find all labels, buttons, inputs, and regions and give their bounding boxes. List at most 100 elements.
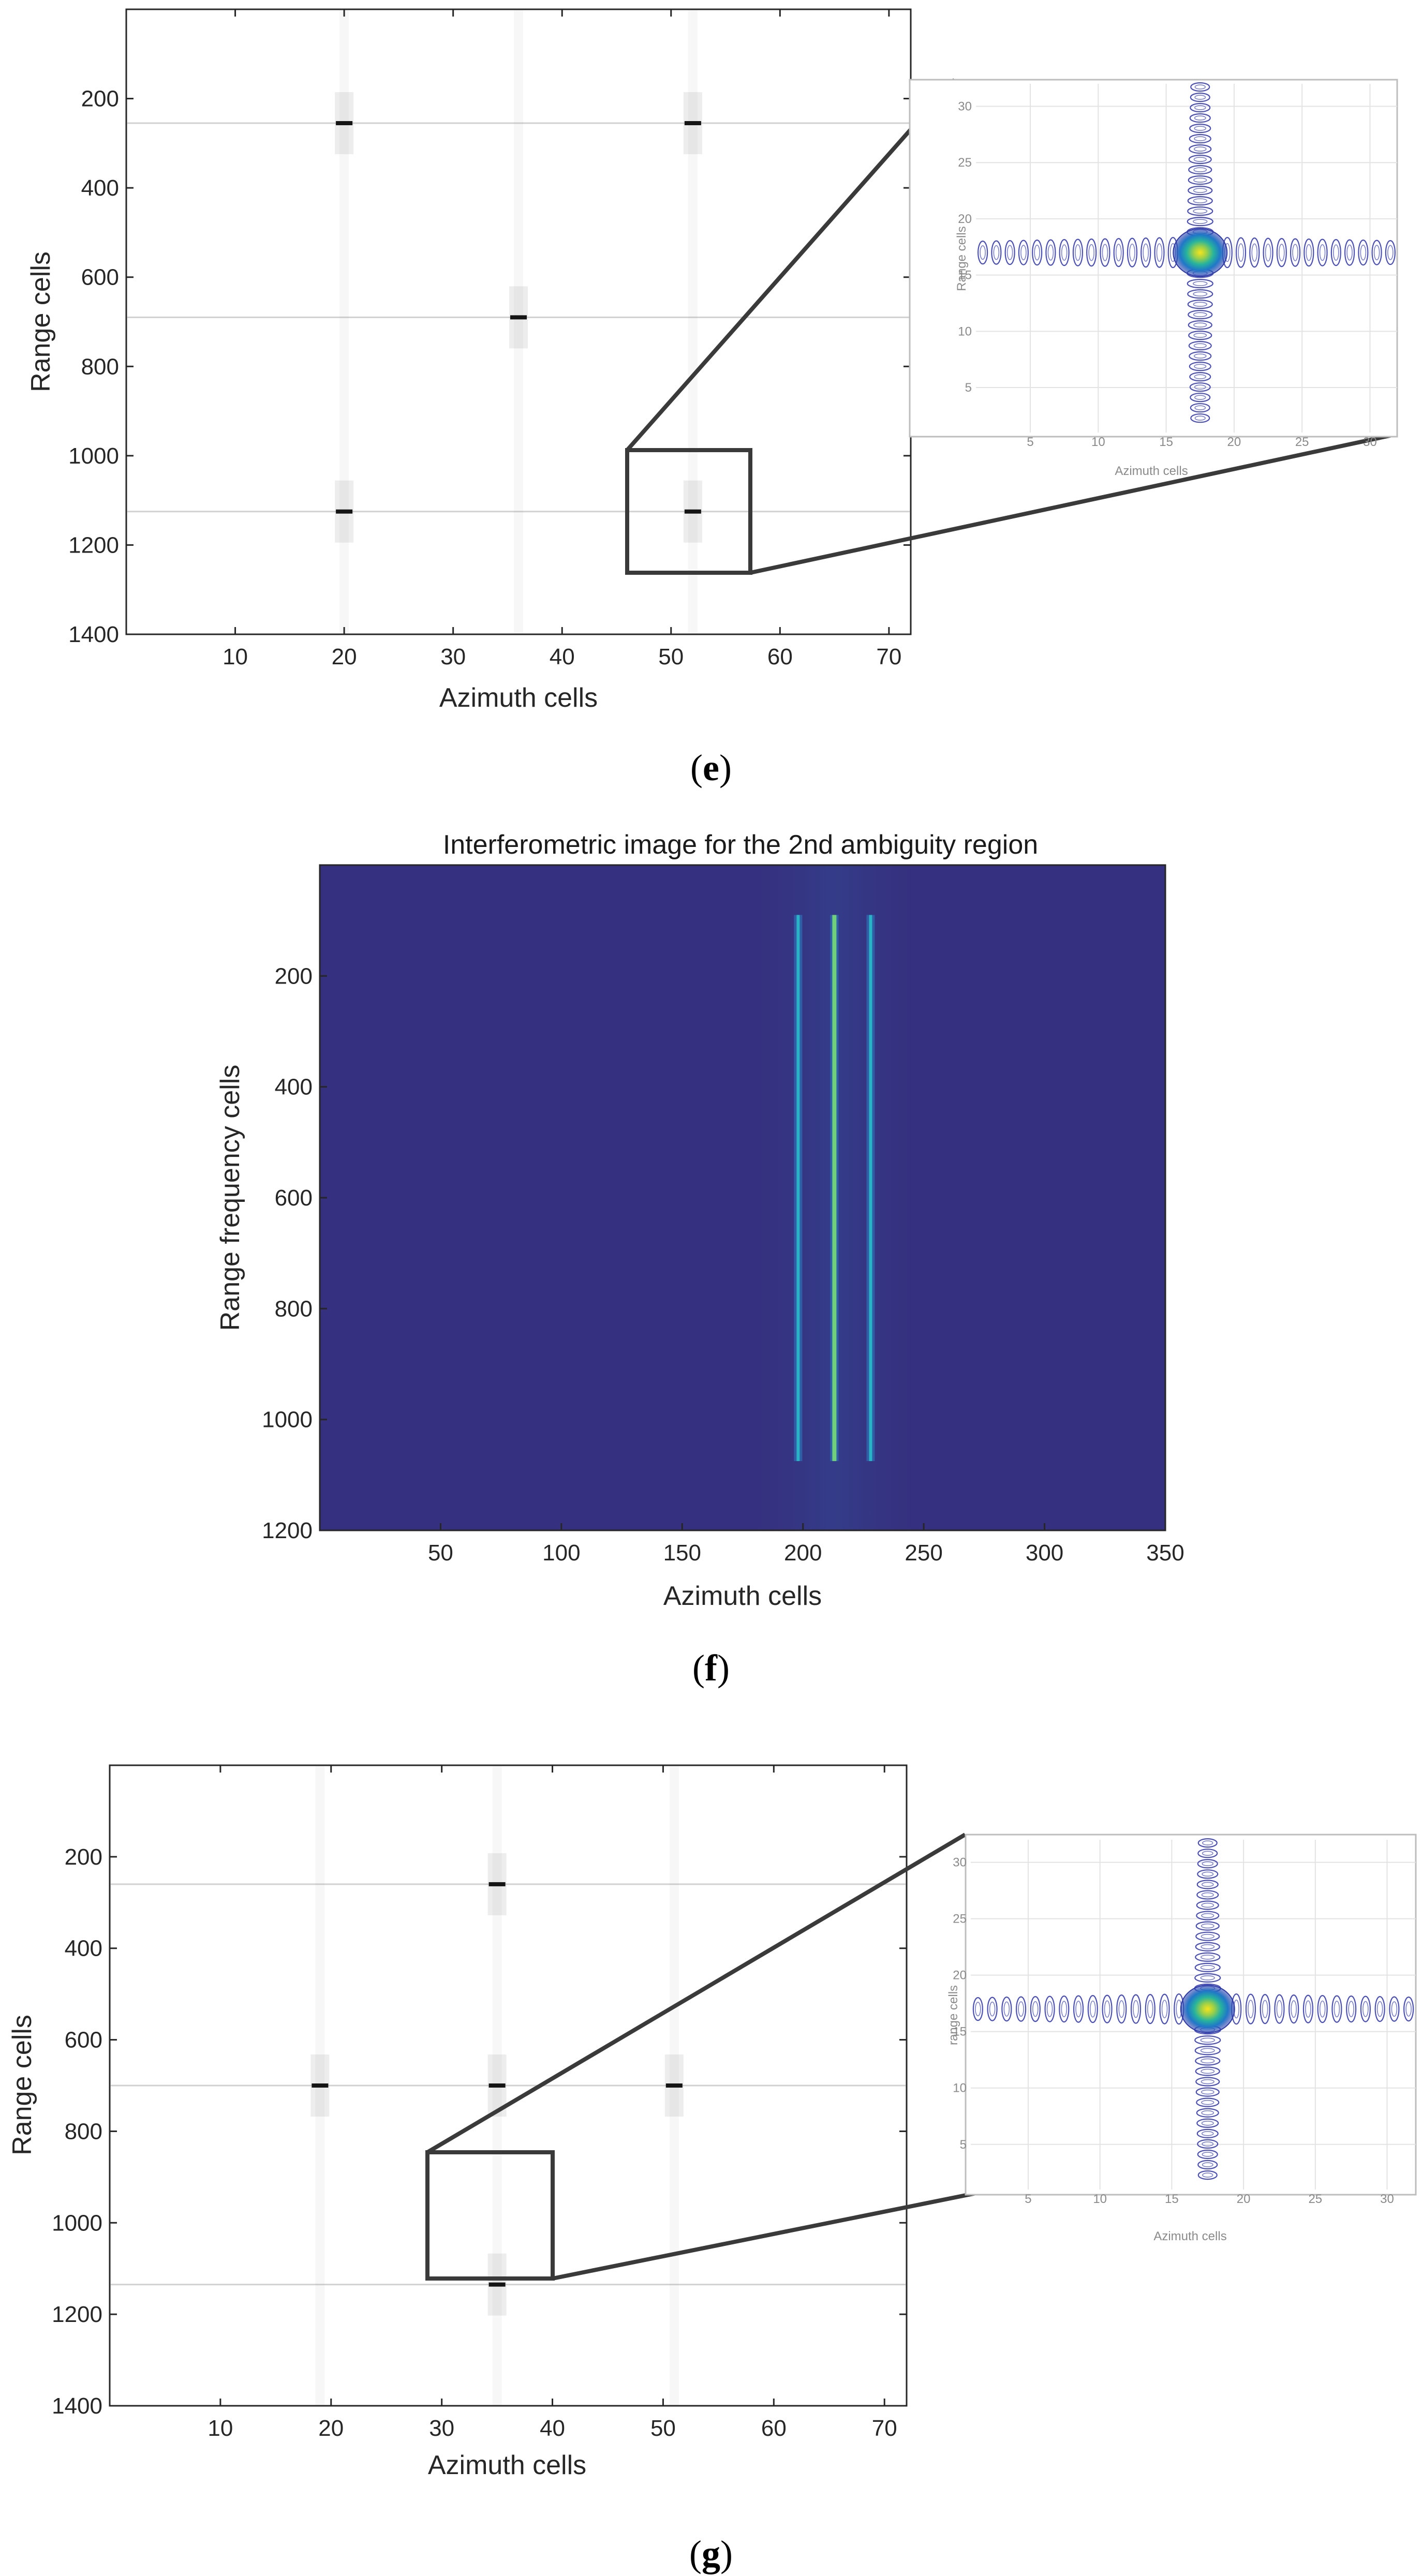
- inset-sidelobe-contour: [1189, 382, 1211, 392]
- inset-sidelobe-contour: [1187, 289, 1213, 299]
- inset-sidelobe-contour: [1187, 300, 1213, 309]
- y-tick-label: 200: [65, 1844, 102, 1870]
- inset-sidelobe-contour: [1263, 237, 1273, 267]
- y-tick-label: 1200: [68, 532, 119, 558]
- inset-sidelobe-contour-inner: [1061, 244, 1068, 261]
- inset-sidelobe-contour: [977, 241, 988, 265]
- inset-sidelobe-contour: [1059, 239, 1070, 266]
- inset-sidelobe-contour: [1276, 238, 1287, 267]
- inset-sidelobe-contour: [1100, 238, 1110, 267]
- panel-e-inset: 5 10 15 20 25 30 5 10 15 20 25 30 Azimuth cells Ra…: [909, 79, 1398, 478]
- inset-sidelobe-contour-inner: [1201, 2079, 1214, 2084]
- inset-sidelobe-contour: [1189, 113, 1211, 123]
- target-point: [336, 509, 353, 514]
- panel-g-zoom-box: [425, 2150, 555, 2281]
- y-tick-label: 1400: [68, 622, 119, 647]
- inset-sidelobe-contour: [1190, 413, 1210, 423]
- panel-g-inset-y-label: range cells: [946, 1985, 960, 2045]
- panel-g-inset-x-label: Azimuth cells: [1153, 2229, 1226, 2243]
- panel-g: 10 20 30 40 50 60 70 200400600800100012001400 …: [7, 1764, 1417, 2574]
- inset-sidelobe-contour-inner: [1032, 2001, 1039, 2017]
- inset-sidelobe-contour: [1188, 341, 1212, 351]
- inset-sidelobe-contour: [1302, 1994, 1314, 2023]
- inset-sidelobe-contour: [1190, 102, 1211, 113]
- inset-sidelobe-contour: [1195, 1921, 1220, 1931]
- inset-sidelobe-contour: [1086, 239, 1097, 267]
- inset-main-lobe-outline: [1180, 1985, 1235, 2034]
- inset-sidelobe-contour: [1197, 1859, 1218, 1869]
- inset-sidelobe-contour-inner: [1201, 2110, 1214, 2116]
- inset-sidelobe-contour: [1140, 237, 1151, 268]
- inset-sidelobe-contour: [1189, 372, 1211, 382]
- inset-x-tick-label: 20: [1237, 2192, 1251, 2206]
- inset-sidelobe-contour: [1187, 279, 1213, 289]
- inset-sidelobe-contour-inner: [1156, 243, 1163, 262]
- inset-sidelobe-contour-inner: [1333, 244, 1339, 261]
- target-point: [488, 2083, 506, 2088]
- panel-e-inset-y-label: Range cells: [955, 226, 969, 291]
- inset-sidelobe-contour-inner: [1376, 2001, 1383, 2017]
- inset-sidelobe-contour-inner: [1279, 244, 1285, 262]
- inset-sidelobe-contour: [1045, 239, 1056, 266]
- panel-g-inset: 5 10 15 20 25 30 5 10 15 20 25 30 Azimuth cells ra…: [946, 1834, 1417, 2243]
- panel-e-image-layer: [127, 10, 910, 633]
- inset-sidelobe-contour-inner: [1192, 281, 1208, 286]
- inset-sidelobe-contour-inner: [1201, 1944, 1215, 1949]
- inset-sidelobe-contour-inner: [1265, 243, 1271, 262]
- inset-sidelobe-contour-inner: [1193, 291, 1208, 296]
- inset-sidelobe-contour-inner: [1193, 302, 1207, 307]
- inset-sidelobe-contour-inner: [1194, 395, 1206, 400]
- inset-sidelobe-contour-inner: [1193, 177, 1207, 183]
- x-tick-label: 60: [761, 2416, 787, 2441]
- inset-sidelobe-contour: [1197, 1869, 1219, 1879]
- inset-sidelobe-contour-inner: [993, 245, 1000, 260]
- panel-g-plot-area: [109, 1764, 908, 2407]
- inset-sidelobe-contour-inner: [1373, 245, 1380, 261]
- inset-sidelobe-contour-inner: [1192, 219, 1208, 224]
- inset-sidelobe-contour-inner: [1201, 1954, 1215, 1960]
- y-tick-label: 800: [81, 354, 119, 379]
- panel-e-plot-area: [125, 8, 912, 635]
- inset-sidelobe-contour: [1196, 1890, 1219, 1900]
- inset-sidelobe-contour: [1194, 1973, 1221, 1983]
- inset-sidelobe-contour: [1032, 240, 1043, 266]
- x-tick-label: 40: [550, 644, 575, 669]
- inset-sidelobe-contour: [1195, 2077, 1220, 2087]
- inset-sidelobe-contour-inner: [1201, 2068, 1215, 2074]
- inset-sidelobe-contour: [1389, 1996, 1400, 2022]
- panel-f-title: Interferometric image for the 2nd ambigu…: [443, 830, 1038, 860]
- inset-y-tick-label: 5: [965, 381, 972, 395]
- y-tick-label: 400: [275, 1075, 313, 1100]
- inset-sidelobe-contour: [1197, 1849, 1218, 1858]
- panel-e-zoom-box: [625, 448, 752, 575]
- inset-sidelobe-contour: [1358, 240, 1369, 266]
- inset-sidelobe-contour: [1190, 92, 1210, 102]
- inset-sidelobe-contour-inner: [1276, 2000, 1283, 2018]
- inset-sidelobe-contour: [1195, 1942, 1220, 1952]
- inset-sidelobe-contour: [1187, 206, 1213, 216]
- y-tick-label: 200: [275, 963, 313, 989]
- x-tick-label: 40: [540, 2416, 565, 2441]
- inset-y-tick-label: 20: [953, 1969, 967, 1983]
- inset-sidelobe-contour: [1190, 403, 1210, 413]
- inset-main-lobe: [1173, 229, 1227, 277]
- inset-sidelobe-contour-inner: [1201, 2099, 1214, 2105]
- inset-sidelobe-contour-inner: [1047, 244, 1054, 261]
- inset-sidelobe-contour-inner: [1194, 115, 1206, 121]
- inset-sidelobe-contour-inner: [1194, 364, 1207, 369]
- inset-sidelobe-contour-inner: [1248, 2000, 1254, 2018]
- inset-sidelobe-contour: [1130, 1994, 1142, 2024]
- inset-sidelobe-contour-inner: [975, 2002, 981, 2017]
- inset-sidelobe-contour: [1385, 240, 1396, 265]
- inset-sidelobe-contour-inner: [1118, 2000, 1125, 2018]
- inset-y-tick-label: 30: [958, 99, 972, 113]
- inset-sidelobe-contour: [1197, 2160, 1218, 2170]
- panel-g-x-ticks: 10 20 30 40 50 60 70: [208, 1765, 897, 2441]
- panel-f: Interferometric image for the 2nd ambigu…: [215, 830, 1184, 1689]
- inset-sidelobe-contour-inner: [1193, 146, 1207, 152]
- x-tick-label: 200: [784, 1540, 822, 1566]
- inset-sidelobe-contour-inner: [1238, 243, 1244, 262]
- interferometric-line: [832, 915, 837, 1462]
- y-tick-label: 600: [65, 2028, 102, 2053]
